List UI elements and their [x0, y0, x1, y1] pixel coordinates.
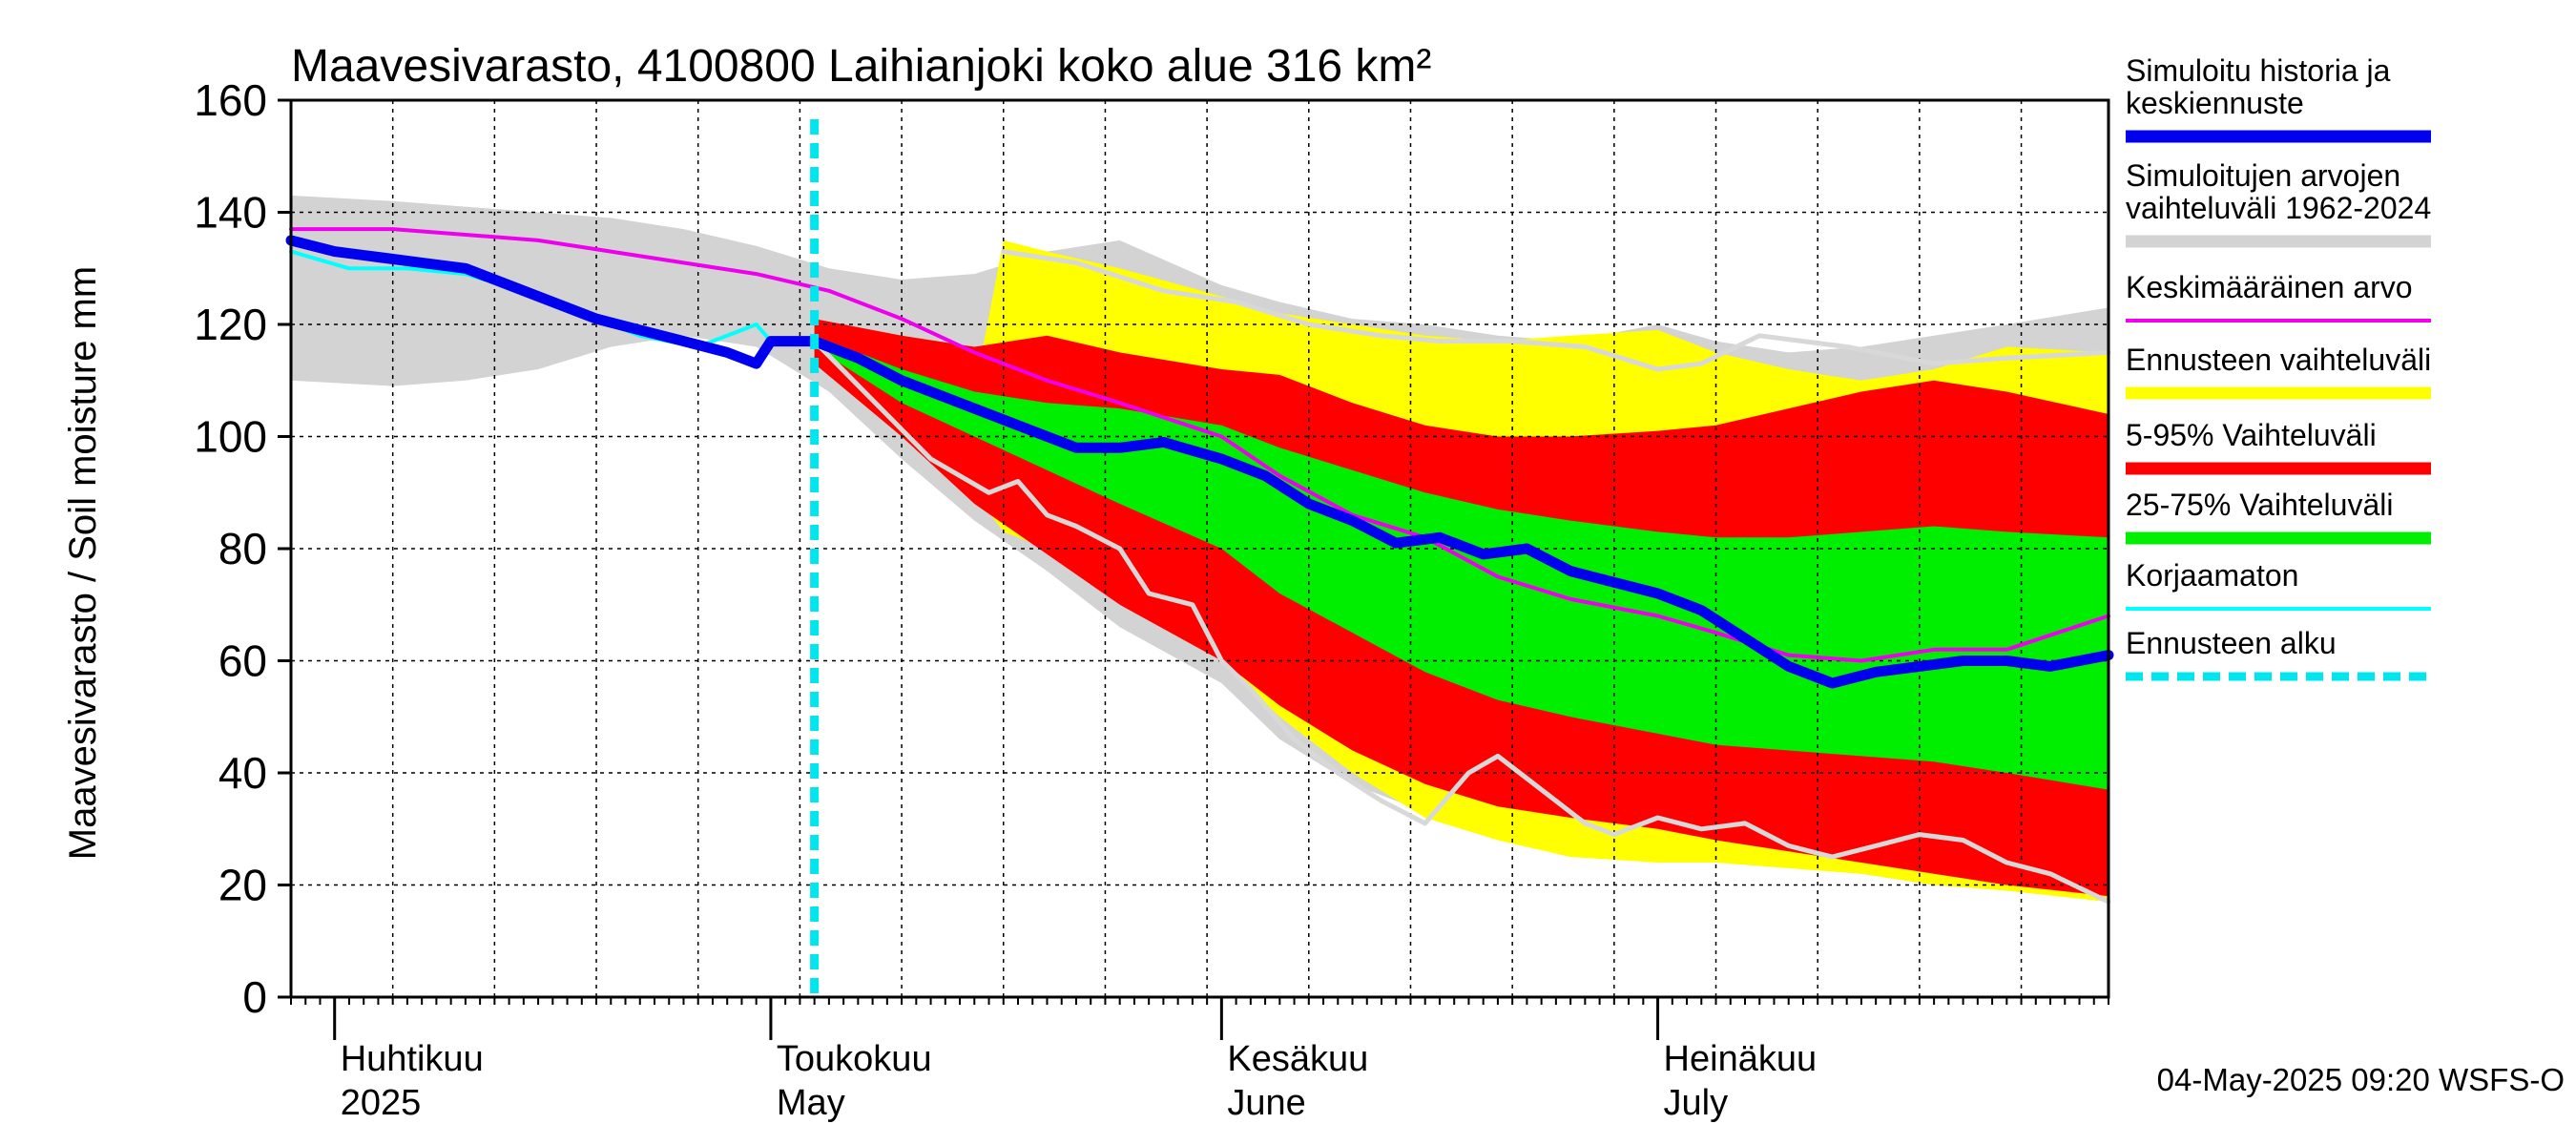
legend-label: Simuloitujen arvojen	[2126, 158, 2400, 193]
legend-label: 5-95% Vaihteluväli	[2126, 418, 2377, 452]
legend-label: Simuloitu historia ja	[2126, 53, 2391, 88]
y-tick-label: 60	[218, 636, 267, 686]
month-label-fi: Kesäkuu	[1227, 1039, 1368, 1079]
month-label-en: 2025	[341, 1083, 422, 1123]
month-label-en: June	[1227, 1083, 1305, 1123]
legend-label: vaihteluväli 1962-2024	[2126, 191, 2431, 225]
y-tick-label: 160	[194, 75, 267, 125]
y-tick-label: 0	[242, 972, 267, 1022]
y-tick-label: 20	[218, 861, 267, 910]
month-label-en: May	[777, 1083, 845, 1123]
mean-line	[289, 227, 2110, 663]
legend-label: Ennusteen vaihteluväli	[2126, 343, 2431, 377]
month-label-fi: Huhtikuu	[341, 1039, 484, 1079]
y-tick-label: 120	[194, 300, 267, 349]
legend-label: keskiennuste	[2126, 86, 2304, 120]
y-axis-label: Maavesivarasto / Soil moisture mm	[62, 266, 104, 860]
y-tick-label: 40	[218, 748, 267, 798]
footer-timestamp: 04-May-2025 09:20 WSFS-O	[2157, 1062, 2565, 1097]
month-label-fi: Toukokuu	[777, 1039, 932, 1079]
chart-title: Maavesivarasto, 4100800 Laihianjoki koko…	[291, 41, 1431, 92]
month-label-en: July	[1664, 1083, 1729, 1123]
y-tick-label: 80	[218, 524, 267, 573]
reference-upper-line	[1001, 249, 2111, 372]
y-tick-label: 100	[194, 412, 267, 462]
series-lines	[285, 119, 2114, 997]
legend-label: Ennusteen alku	[2126, 626, 2337, 660]
reference-line	[812, 339, 2111, 905]
legend-label: Keskimääräinen arvo	[2126, 270, 2413, 304]
legend-label: Korjaamaton	[2126, 558, 2298, 593]
legend-label: 25-75% Vaihteluväli	[2126, 488, 2393, 522]
month-label-fi: Heinäkuu	[1664, 1039, 1818, 1079]
simulated-line	[285, 235, 2114, 689]
y-tick-label: 140	[194, 188, 267, 238]
